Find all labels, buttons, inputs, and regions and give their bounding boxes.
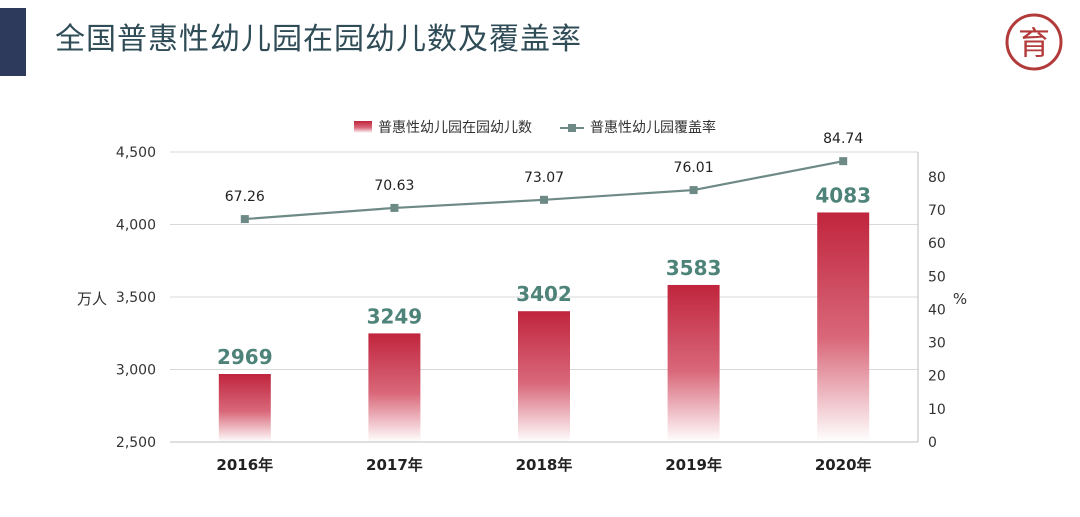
right-tick-label: 10 <box>928 402 946 418</box>
left-tick-label: 4,000 <box>116 218 156 234</box>
bar <box>368 333 421 442</box>
x-tick-label: 2019年 <box>665 456 722 474</box>
x-tick-label: 2017年 <box>366 456 423 474</box>
legend-line-label: 普惠性幼儿园覆盖率 <box>590 119 716 136</box>
bar-data-label: 3402 <box>516 282 572 306</box>
line-point <box>240 215 249 224</box>
x-tick-label: 2016年 <box>216 456 273 474</box>
x-tick-label: 2018年 <box>516 456 573 474</box>
bar-series: 2969 3249 3402 3583 4083 <box>217 183 871 442</box>
logo-glyph: 育 <box>1018 24 1050 62</box>
line-data-label: 84.74 <box>823 131 863 147</box>
right-tick-label: 40 <box>928 302 946 318</box>
bar <box>518 311 570 442</box>
left-tick-label: 3,500 <box>116 290 156 306</box>
right-tick-label: 50 <box>928 269 946 285</box>
left-tick-label: 4,500 <box>116 145 156 161</box>
legend-line-marker <box>568 124 576 132</box>
left-tick-label: 2,500 <box>116 435 156 451</box>
x-tick-label: 2020年 <box>815 456 872 474</box>
legend: 普惠性幼儿园在园幼儿数 普惠性幼儿园覆盖率 <box>354 119 716 136</box>
title-accent-bar <box>0 8 26 76</box>
right-tick-label: 70 <box>928 203 946 219</box>
page-title: 全国普惠性幼儿园在园幼儿数及覆盖率 <box>55 22 582 57</box>
axes: 2,500 3,000 3,500 4,000 4,500 0 10 20 30 40 50 60 70… <box>77 145 967 474</box>
right-axis-label: % <box>953 290 967 308</box>
bar <box>817 212 870 442</box>
bar-data-label: 3249 <box>367 304 423 328</box>
legend-bar-swatch <box>354 121 372 133</box>
left-axis-label: 万人 <box>77 290 107 308</box>
right-tick-label: 20 <box>928 369 946 385</box>
bar <box>667 284 720 442</box>
bar-data-label: 4083 <box>815 183 871 207</box>
line-data-label: 76.01 <box>674 160 714 176</box>
right-tick-label: 30 <box>928 336 946 352</box>
seal-logo-icon: 育 <box>1005 13 1063 71</box>
line-data-label: 73.07 <box>524 170 564 186</box>
bar-data-label: 3583 <box>666 256 722 280</box>
bar <box>218 373 271 442</box>
right-tick-label: 80 <box>928 170 946 186</box>
bar-data-label: 2969 <box>217 345 273 369</box>
legend-bar-label: 普惠性幼儿园在园幼儿数 <box>378 120 532 136</box>
line-point <box>839 157 848 166</box>
line-point <box>689 186 698 195</box>
right-tick-label: 60 <box>928 236 946 252</box>
line-series: 67.26 70.63 73.07 76.01 84.74 <box>225 131 863 224</box>
line-data-label: 67.26 <box>225 189 265 205</box>
line-point <box>540 195 548 204</box>
right-tick-label: 0 <box>928 435 937 451</box>
left-tick-label: 3,000 <box>116 363 156 379</box>
line-data-label: 70.63 <box>374 178 414 194</box>
line-point <box>390 203 399 212</box>
